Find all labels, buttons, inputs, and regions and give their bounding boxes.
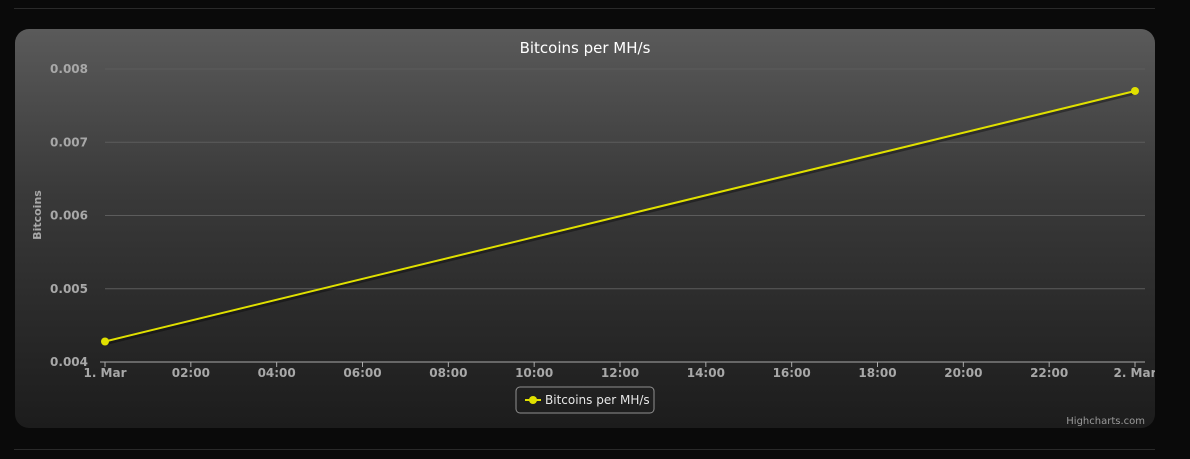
data-point[interactable] <box>1131 86 1139 95</box>
top-divider <box>14 8 1155 9</box>
y-tick-label: 0.004 <box>50 355 88 369</box>
legend-item-label[interactable]: Bitcoins per MH/s <box>545 393 650 407</box>
legend-box[interactable] <box>515 386 655 414</box>
x-tick-label: 06:00 <box>343 366 381 380</box>
y-gridlines <box>105 68 1145 290</box>
credits-link[interactable]: Highcharts.com <box>1066 416 1145 427</box>
series-group <box>101 86 1139 346</box>
data-point[interactable] <box>101 337 109 346</box>
x-tick-label: 14:00 <box>687 366 725 380</box>
x-tick-label: 02:00 <box>172 366 210 380</box>
legend[interactable]: Bitcoins per MH/s <box>515 386 655 414</box>
chart-container: Bitcoins per MH/s 0.004 0.005 0.006 0.007 0.… <box>15 29 1155 428</box>
x-tick-label: 20:00 <box>944 366 982 380</box>
series-line[interactable] <box>104 90 1136 343</box>
x-tick-label: 04:00 <box>258 366 296 380</box>
x-tick-label: 10:00 <box>515 366 553 380</box>
x-tick-label: 22:00 <box>1030 366 1068 380</box>
x-tick-label: 18:00 <box>858 366 896 380</box>
y-tick-label: 0.007 <box>50 135 88 149</box>
y-axis-label: Bitcoins <box>31 190 44 240</box>
y-tick-label: 0.006 <box>50 209 88 223</box>
y-tick-labels: 0.004 0.005 0.006 0.007 0.008 <box>50 62 88 369</box>
x-tick-labels: 1. Mar 02:00 04:00 06:00 08:00 10:00 12:00 14:0… <box>83 362 1155 380</box>
x-tick-label: 2. Mar <box>1113 366 1155 380</box>
y-tick-label: 0.008 <box>50 62 88 76</box>
x-tick-label: 16:00 <box>773 366 811 380</box>
y-tick-label: 0.005 <box>50 282 88 296</box>
x-tick-label: 1. Mar <box>83 366 126 380</box>
x-tick-label: 08:00 <box>429 366 467 380</box>
x-tick-label: 12:00 <box>601 366 639 380</box>
series-line-shadow <box>105 91 1137 345</box>
chart-svg: Bitcoins per MH/s 0.0040.0050.0060.0070.… <box>31 39 1155 427</box>
chart-title: Bitcoins per MH/s <box>520 39 651 57</box>
bottom-divider <box>14 449 1155 450</box>
legend-marker-icon <box>529 396 537 404</box>
